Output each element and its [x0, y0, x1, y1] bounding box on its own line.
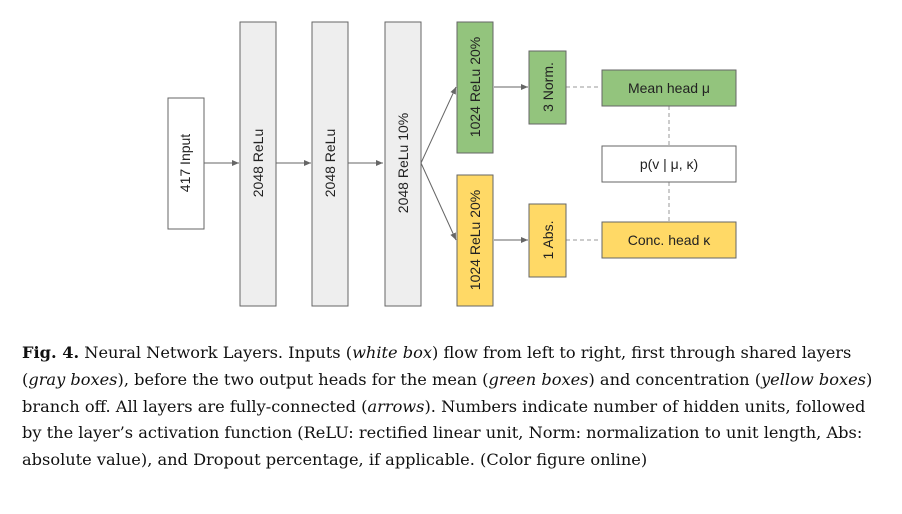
- conc-branch-layer-label: 1024 ReLu 20%: [467, 190, 483, 290]
- mean-head-label: Mean head μ: [628, 80, 710, 96]
- abs-layer-label: 1 Abs.: [540, 221, 556, 260]
- caption-text: Neural Network Layers. Inputs (: [79, 343, 353, 362]
- figure-label: Fig. 4.: [22, 343, 80, 362]
- abs-layer: 1 Abs.: [528, 203, 567, 278]
- shared-layer-1: 2048 ReLu: [239, 21, 277, 307]
- shared-layer-2-box: [311, 21, 349, 307]
- dashed-links: [566, 86, 670, 241]
- norm-layer: 3 Norm.: [528, 50, 567, 125]
- figure-caption: Fig. 4. Neural Network Layers. Inputs (w…: [22, 340, 884, 474]
- caption-term-yellow-boxes: yellow boxes: [761, 369, 866, 389]
- arrow-shared3-to-mean-branch: [420, 86, 457, 164]
- caption-term-green-boxes: green boxes: [488, 369, 589, 389]
- mean-branch-layer-label: 1024 ReLu 20%: [467, 37, 483, 137]
- input-layer-box: [167, 97, 205, 230]
- likelihood-node: p(v | μ, κ): [601, 145, 737, 183]
- conc-branch-layer: 1024 ReLu 20%: [456, 174, 494, 307]
- mean-head: Mean head μ: [601, 69, 737, 107]
- input-layer-label: 417 Input: [177, 134, 193, 192]
- conc-head: Conc. head κ: [601, 221, 737, 259]
- caption-text: ) and concentration (: [588, 369, 762, 389]
- likelihood-label: p(v | μ, κ): [640, 156, 698, 172]
- caption-text: ) flow from left to right, first through…: [22, 343, 852, 389]
- caption-text: ), before the two output heads for the m…: [117, 369, 489, 389]
- caption-term-arrows: arrows: [367, 396, 425, 416]
- norm-layer-box: [528, 50, 567, 125]
- input-layer: 417 Input: [167, 97, 205, 230]
- shared-layer-3: 2048 ReLu 10%: [384, 21, 422, 307]
- norm-layer-label: 3 Norm.: [540, 62, 556, 112]
- caption-text: ). Numbers indicate number of hidden uni…: [22, 396, 866, 470]
- mean-head-box: [601, 69, 737, 107]
- network-diagram: 417 Input 2048 ReLu 2048 ReLu 2048 ReLu …: [167, 21, 737, 307]
- shared-layer-1-box: [239, 21, 277, 307]
- conc-branch-layer-box: [456, 174, 494, 307]
- caption-text: ) branch off. All layers are fully-conne…: [22, 369, 873, 416]
- mean-branch-layer-box: [456, 21, 494, 154]
- abs-layer-box: [528, 203, 567, 278]
- arrow-shared3-to-conc-branch: [420, 162, 457, 241]
- shared-layer-2-label: 2048 ReLu: [322, 129, 338, 198]
- connections: [204, 84, 528, 243]
- conc-head-box: [601, 221, 737, 259]
- mean-branch-layer: 1024 ReLu 20%: [456, 21, 494, 154]
- shared-layer-2: 2048 ReLu: [311, 21, 349, 307]
- shared-layer-3-box: [384, 21, 422, 307]
- likelihood-box: [601, 145, 737, 183]
- conc-head-label: Conc. head κ: [628, 232, 711, 248]
- caption-term-gray-boxes: gray boxes: [28, 369, 118, 389]
- shared-layer-3-label: 2048 ReLu 10%: [395, 113, 411, 213]
- shared-layer-1-label: 2048 ReLu: [250, 129, 266, 198]
- caption-term-white-box: white box: [352, 343, 432, 362]
